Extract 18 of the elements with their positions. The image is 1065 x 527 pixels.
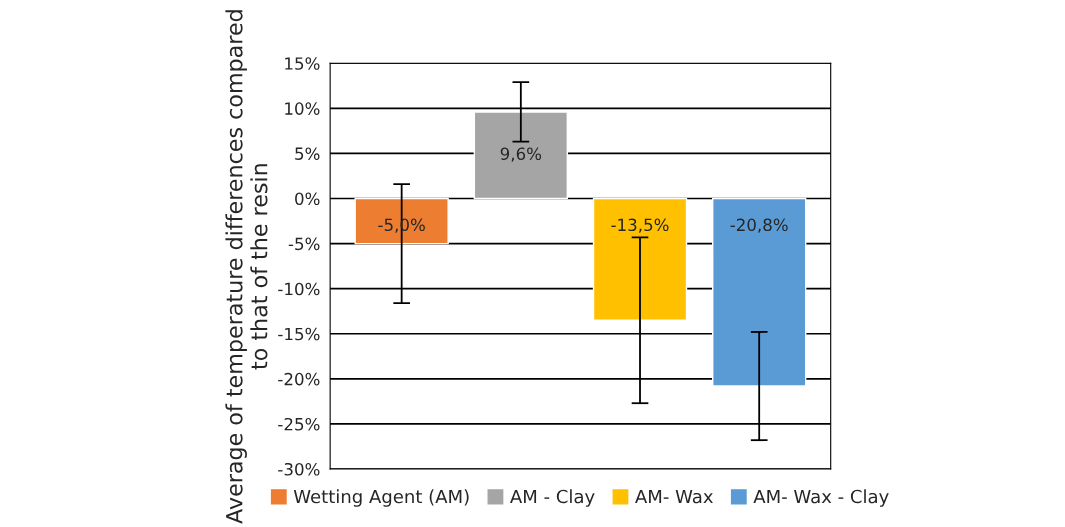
legend-label: AM- Wax - Clay	[753, 489, 889, 507]
y-tick-label: -20%	[278, 372, 320, 386]
y-tick-label: 10%	[285, 102, 320, 115]
y-tick-label: 0%	[295, 192, 320, 206]
data-label: -20,8%	[730, 218, 788, 233]
y-tick-label: -15%	[278, 327, 320, 341]
y-tick-label: 5%	[295, 147, 320, 160]
y-tick-label: -25%	[278, 417, 320, 431]
y-tick-label: -10%	[278, 282, 320, 296]
y-tick-label: -5%	[288, 237, 320, 251]
data-label: -13,5%	[611, 218, 669, 233]
y-tick-label: -30%	[278, 462, 320, 476]
legend-label: AM- Wax	[635, 489, 713, 504]
y-tick-label: 15%	[285, 57, 320, 70]
y-axis-title: Average of temperature differences compared to that of the resin	[225, 10, 268, 524]
legend-label: AM - Clay	[510, 489, 595, 507]
legend-label: Wetting Agent (AM)	[293, 489, 469, 507]
data-label: 9,6%	[500, 147, 542, 162]
